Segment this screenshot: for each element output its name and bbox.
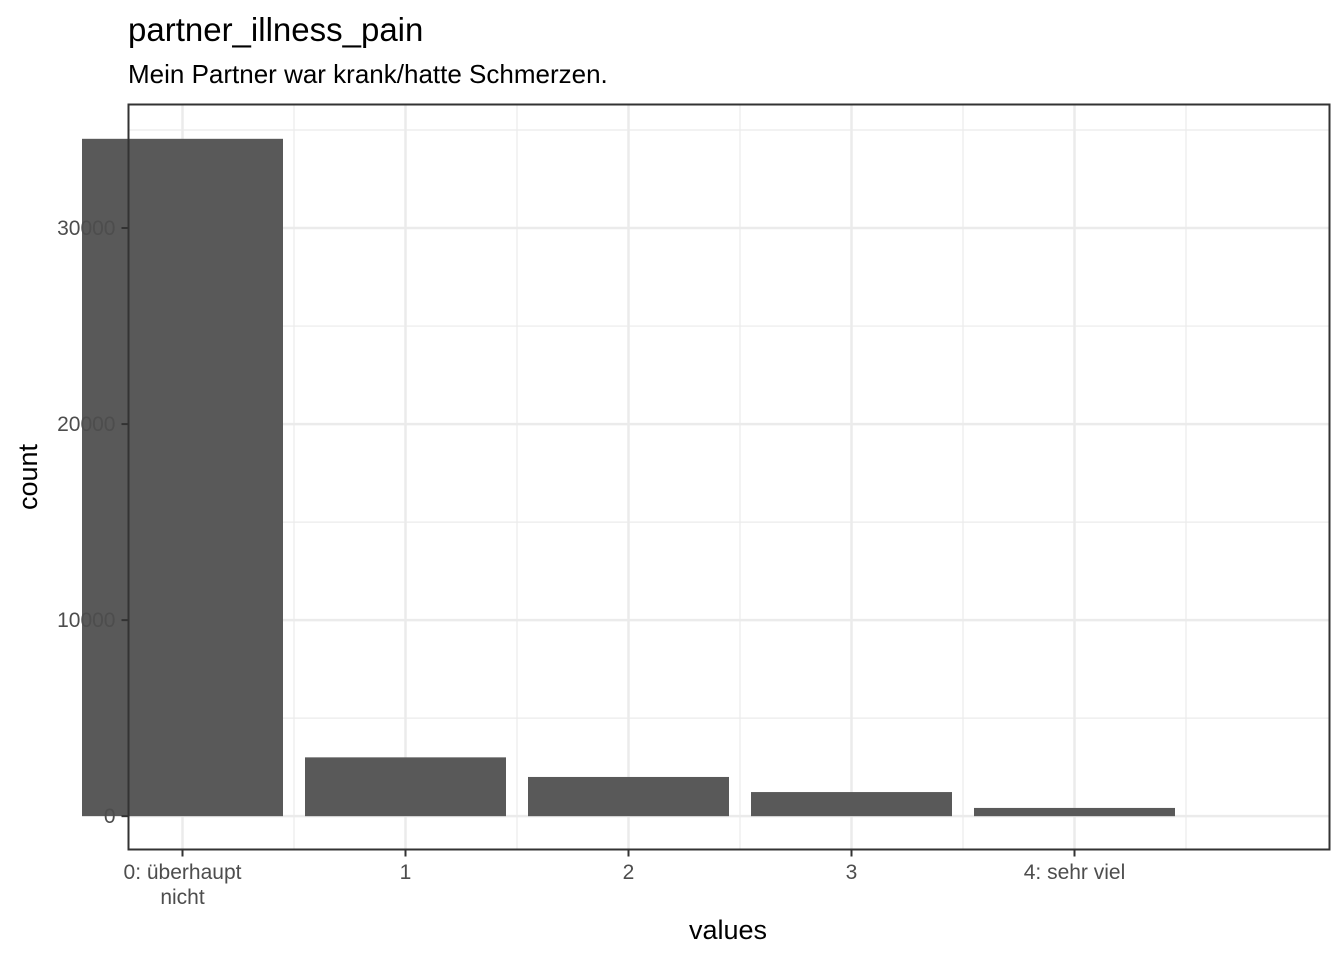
bar (974, 807, 1175, 817)
x-tick-label: 4: sehr viel (1024, 861, 1126, 884)
y-axis-title: count (13, 443, 43, 510)
bars (82, 138, 1175, 817)
x-axis-title: values (689, 915, 767, 945)
y-tick-label: 20000 (57, 413, 115, 436)
y-axis: 0 10000 20000 30000 (57, 217, 129, 828)
x-tick-label: 0: überhaupt nicht (124, 861, 242, 909)
x-axis: 0: überhaupt nicht 1 2 3 4: sehr viel (124, 849, 1126, 909)
bar (528, 776, 729, 817)
y-tick-label: 10000 (57, 609, 115, 632)
chart-subtitle: Mein Partner war krank/hatte Schmerzen. (128, 59, 608, 89)
plot-border (127, 103, 1331, 851)
bar (82, 138, 283, 817)
bar (305, 757, 506, 817)
y-tick-label: 30000 (57, 217, 115, 240)
x-tick-label: 2 (623, 861, 635, 884)
y-tick-label: 0 (104, 805, 116, 828)
bar (751, 792, 952, 817)
x-tick-label: 1 (400, 861, 412, 884)
plot-panel (128, 104, 1330, 850)
x-tick-label: 3 (846, 861, 858, 884)
chart-title: partner_illness_pain (128, 11, 423, 48)
